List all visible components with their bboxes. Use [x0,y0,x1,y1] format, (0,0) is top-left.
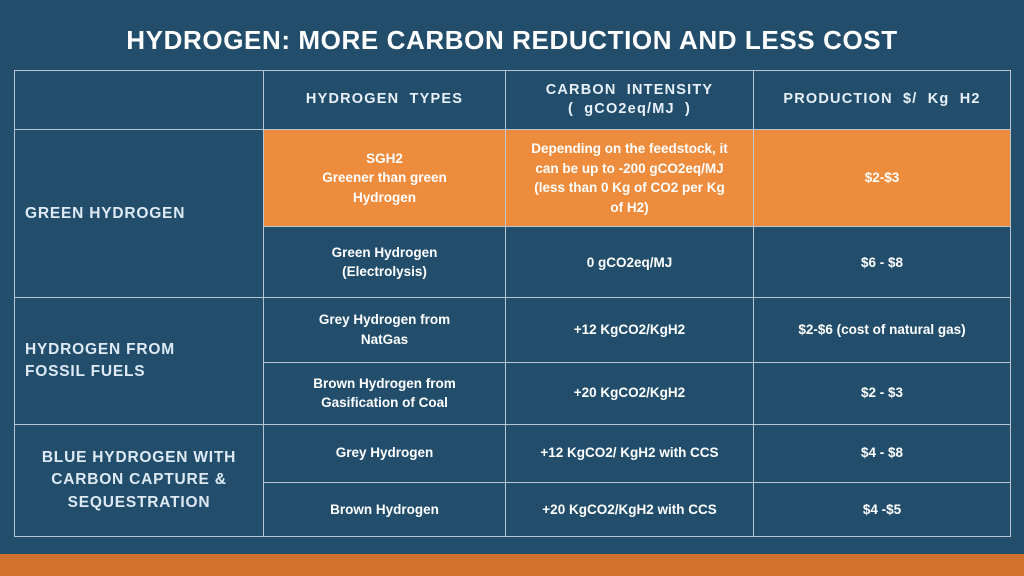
header-carbon-intensity: CARBON INTENSITY ( gCO2eq/MJ ) [505,69,754,131]
cell-cost-brown-ccs: $4 -$5 [753,481,1011,538]
header-hydrogen-types: HYDROGEN TYPES [263,69,506,131]
cell-cost-sgh2: $2-$3 [753,129,1011,228]
cell-type-grey-natgas: Grey Hydrogen from NatGas [263,297,506,363]
hydrogen-comparison-table: HYDROGEN TYPES CARBON INTENSITY ( gCO2eq… [14,69,1011,538]
group-label-green-hydrogen: GREEN HYDROGEN [14,129,264,299]
cell-type-grey-ccs: Grey Hydrogen [263,423,506,483]
cell-carbon-sgh2: Depending on the feedstock, it can be up… [505,129,754,228]
header-production-cost: PRODUCTION $/ Kg H2 [753,69,1011,131]
cell-type-brown-ccs: Brown Hydrogen [263,481,506,538]
table-row-grey-ccs: BLUE HYDROGEN WITH CARBON CAPTURE & SEQU… [14,423,1011,538]
cell-type-sgh2: SGH2 Greener than green Hydrogen [263,129,506,228]
table-row-sgh2: GREEN HYDROGEN SGH2 Greener than green H… [14,129,1011,299]
cell-cost-green-electrolysis: $6 - $8 [753,226,1011,299]
header-row-label-empty [14,69,264,131]
cell-carbon-brown-ccs: +20 KgCO2/KgH2 with CCS [505,481,754,538]
cell-type-green-electrolysis: Green Hydrogen (Electrolysis) [263,226,506,299]
table-row-brown-ccs: Brown Hydrogen +20 KgCO2/KgH2 with CCS $… [15,481,1011,538]
table-header-row: HYDROGEN TYPES CARBON INTENSITY ( gCO2eq… [14,69,1011,131]
group-label-fossil-fuels: HYDROGEN FROM FOSSIL FUELS [14,297,264,425]
cell-cost-grey-natgas: $2-$6 (cost of natural gas) [753,297,1011,363]
footer-accent-bar [0,554,1024,576]
group-label-blue-hydrogen-ccs: BLUE HYDROGEN WITH CARBON CAPTURE & SEQU… [14,423,264,538]
table-row-brown-coal: Brown Hydrogen from Gasification of Coal… [15,361,1011,425]
slide-title: HYDROGEN: MORE CARBON REDUCTION AND LESS… [126,25,898,55]
cell-cost-grey-ccs: $4 - $8 [753,423,1011,483]
cell-cost-brown-coal: $2 - $3 [753,361,1011,425]
cell-carbon-green-electrolysis: 0 gCO2eq/MJ [505,226,754,299]
table-row-grey-natgas: HYDROGEN FROM FOSSIL FUELS Grey Hydrogen… [14,297,1011,425]
cell-type-brown-coal: Brown Hydrogen from Gasification of Coal [263,361,506,425]
cell-carbon-grey-ccs: +12 KgCO2/ KgH2 with CCS [505,423,754,483]
table-row-green-electrolysis: Green Hydrogen (Electrolysis) 0 gCO2eq/M… [15,226,1011,299]
cell-carbon-brown-coal: +20 KgCO2/KgH2 [505,361,754,425]
cell-carbon-grey-natgas: +12 KgCO2/KgH2 [505,297,754,363]
